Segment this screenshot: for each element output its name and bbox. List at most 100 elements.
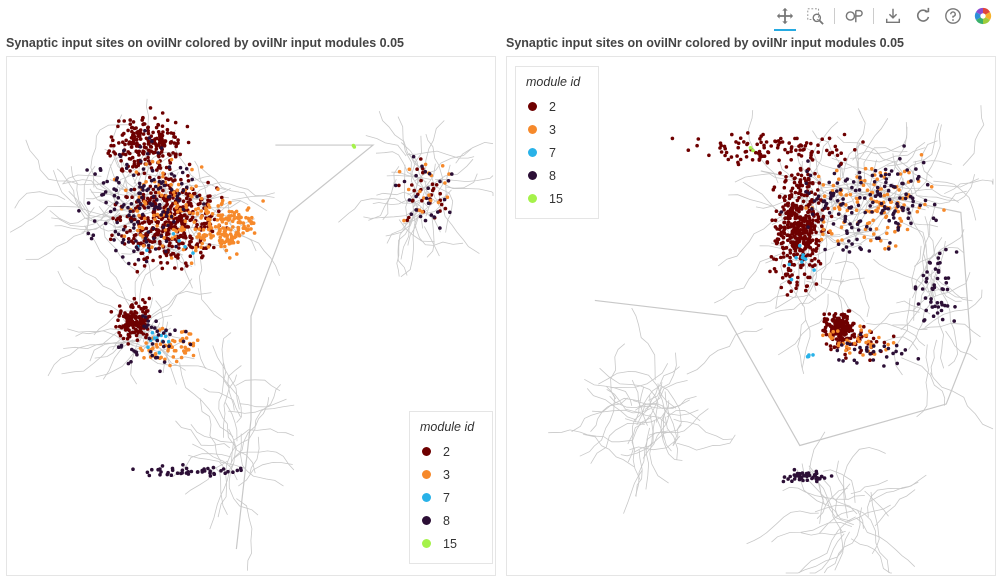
synapse-point-module-2 bbox=[419, 178, 423, 183]
synapse-point-module-3 bbox=[837, 341, 841, 346]
synapse-point-module-2 bbox=[188, 254, 193, 258]
legend-item-8[interactable]: 8 bbox=[526, 164, 588, 187]
synapse-point-module-8 bbox=[151, 194, 156, 199]
synapse-point-module-8 bbox=[135, 220, 140, 224]
synapse-point-module-2 bbox=[840, 318, 844, 323]
synapse-point-module-2 bbox=[825, 148, 829, 153]
synapse-point-module-2 bbox=[169, 140, 174, 144]
skeleton-branch bbox=[95, 343, 150, 378]
skeleton-branch bbox=[886, 170, 915, 199]
synapse-point-module-3 bbox=[869, 197, 873, 201]
legend-item-3[interactable]: 3 bbox=[420, 463, 482, 486]
skeleton-branch bbox=[218, 362, 237, 448]
synapse-point-module-2 bbox=[843, 352, 847, 357]
skeleton-branch bbox=[659, 384, 682, 446]
synapse-point-module-3 bbox=[828, 229, 832, 233]
synapse-point-module-15 bbox=[748, 146, 753, 150]
synapse-point-module-3 bbox=[855, 175, 859, 179]
synapse-point-module-3 bbox=[170, 345, 174, 350]
synapse-point-module-8 bbox=[86, 201, 91, 205]
synapse-point-module-8 bbox=[865, 349, 869, 353]
synapse-point-module-2 bbox=[838, 322, 843, 327]
synapse-point-module-2 bbox=[186, 200, 190, 205]
legend-item-7[interactable]: 7 bbox=[420, 486, 482, 509]
synapse-point-module-2 bbox=[179, 267, 184, 271]
synapse-point-module-8 bbox=[804, 181, 808, 186]
synapse-point-module-3 bbox=[875, 177, 879, 181]
skeleton-branch bbox=[120, 141, 134, 188]
synapse-point-module-8 bbox=[816, 194, 821, 198]
synapse-point-module-8 bbox=[181, 339, 186, 344]
synapse-points bbox=[77, 106, 454, 478]
legend-item-15[interactable]: 15 bbox=[420, 532, 482, 555]
synapse-point-module-8 bbox=[851, 180, 856, 184]
synapse-point-module-2 bbox=[807, 238, 812, 242]
bokeh-logo[interactable] bbox=[970, 3, 996, 29]
synapse-point-module-2 bbox=[148, 175, 152, 180]
skeleton-branch bbox=[579, 385, 615, 457]
synapse-point-module-2 bbox=[164, 199, 169, 204]
box-zoom-tool[interactable] bbox=[802, 3, 828, 29]
legend-item-2[interactable]: 2 bbox=[420, 440, 482, 463]
reset-tool[interactable] bbox=[910, 3, 936, 29]
legend-item-8[interactable]: 8 bbox=[420, 509, 482, 532]
synapse-point-module-2 bbox=[185, 216, 189, 220]
synapse-point-module-3 bbox=[241, 231, 245, 235]
save-tool[interactable] bbox=[880, 3, 906, 29]
synapse-point-module-2 bbox=[804, 288, 808, 293]
synapse-point-module-2 bbox=[811, 218, 815, 222]
synapse-point-module-8 bbox=[946, 276, 951, 280]
synapse-point-module-3 bbox=[154, 342, 159, 347]
synapse-point-module-2 bbox=[151, 187, 156, 192]
synapse-point-module-8 bbox=[146, 243, 151, 248]
synapse-point-module-8 bbox=[92, 219, 97, 223]
synapse-point-module-2 bbox=[838, 336, 842, 340]
synapse-point-module-3 bbox=[883, 247, 887, 251]
skeleton-branch bbox=[198, 242, 222, 321]
synapse-point-module-8 bbox=[116, 232, 121, 237]
synapse-point-module-2 bbox=[146, 129, 150, 133]
skeleton-branch bbox=[794, 195, 851, 226]
wheel-zoom-tool[interactable] bbox=[841, 3, 867, 29]
synapse-point-module-2 bbox=[165, 202, 169, 207]
skeleton-branch bbox=[894, 298, 911, 376]
synapse-point-module-8 bbox=[889, 169, 894, 173]
synapse-point-module-8 bbox=[892, 216, 896, 220]
legend-item-2[interactable]: 2 bbox=[526, 95, 588, 118]
pan-tool[interactable] bbox=[772, 3, 798, 31]
right-scatter-plot[interactable] bbox=[507, 57, 995, 575]
synapse-point-module-8 bbox=[202, 202, 206, 206]
left-plot-frame[interactable] bbox=[6, 56, 496, 576]
legend-item-15[interactable]: 15 bbox=[526, 187, 588, 210]
synapse-point-module-8 bbox=[112, 187, 116, 191]
skeleton-branch bbox=[83, 165, 96, 236]
synapse-point-module-8 bbox=[195, 470, 200, 474]
synapse-point-module-8 bbox=[126, 361, 131, 366]
left-scatter-plot[interactable] bbox=[7, 57, 495, 575]
help-tool[interactable] bbox=[940, 3, 966, 29]
synapse-point-module-8 bbox=[925, 270, 929, 274]
synapse-point-module-3 bbox=[197, 227, 201, 231]
legend-item-3[interactable]: 3 bbox=[526, 118, 588, 141]
legend-item-7[interactable]: 7 bbox=[526, 141, 588, 164]
synapse-point-module-3 bbox=[868, 342, 873, 347]
synapse-point-module-8 bbox=[180, 181, 184, 186]
skeleton-branch bbox=[830, 223, 890, 237]
skeleton-branch bbox=[734, 173, 797, 183]
synapse-point-module-8 bbox=[918, 203, 922, 208]
skeleton-branch bbox=[933, 275, 973, 302]
synapse-point-module-8 bbox=[231, 470, 235, 475]
synapse-point-module-2 bbox=[148, 106, 153, 110]
left-legend: module id 2 3 7 8 15 bbox=[409, 411, 493, 564]
synapse-point-module-8 bbox=[848, 206, 853, 210]
synapse-point-module-8 bbox=[872, 180, 877, 184]
synapse-point-module-2 bbox=[123, 323, 128, 327]
synapse-point-module-2 bbox=[798, 217, 803, 222]
synapse-point-module-3 bbox=[175, 204, 180, 208]
synapse-point-module-2 bbox=[785, 233, 789, 237]
synapse-point-module-2 bbox=[768, 269, 772, 274]
synapse-point-module-2 bbox=[200, 222, 204, 226]
synapse-point-module-3 bbox=[863, 178, 867, 183]
synapse-point-module-3 bbox=[196, 206, 201, 211]
synapse-point-module-7 bbox=[159, 333, 163, 338]
